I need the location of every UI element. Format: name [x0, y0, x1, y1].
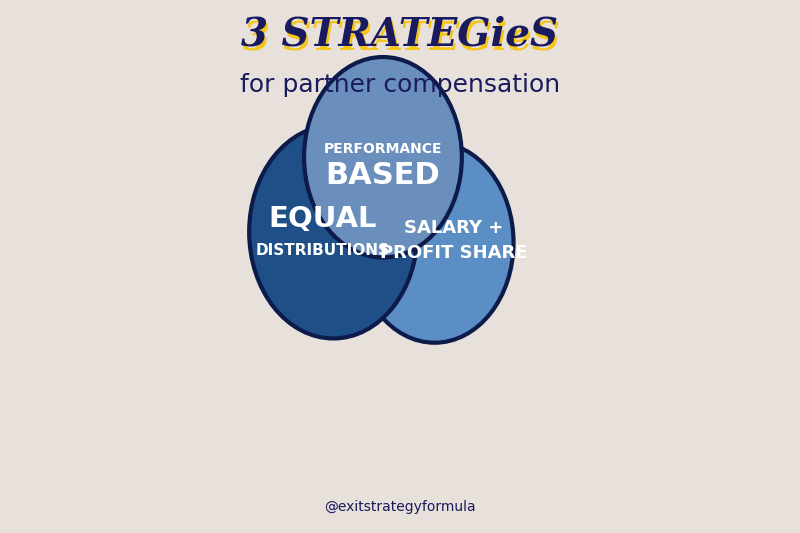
Ellipse shape — [249, 125, 418, 338]
Text: SALARY +
PROFIT SHARE: SALARY + PROFIT SHARE — [379, 220, 527, 262]
Text: DISTRIBUTIONS: DISTRIBUTIONS — [256, 243, 390, 258]
Text: @exitstrategyformula: @exitstrategyformula — [324, 500, 476, 514]
Text: EQUAL: EQUAL — [269, 205, 377, 232]
Ellipse shape — [356, 142, 514, 343]
Text: 3 STRATEGieS: 3 STRATEGieS — [242, 20, 560, 58]
Text: 3 STRATEGieS: 3 STRATEGieS — [242, 15, 558, 54]
Ellipse shape — [304, 57, 462, 257]
Text: BASED: BASED — [326, 161, 440, 190]
Text: for partner compensation: for partner compensation — [240, 73, 560, 98]
Text: PERFORMANCE: PERFORMANCE — [324, 142, 442, 156]
